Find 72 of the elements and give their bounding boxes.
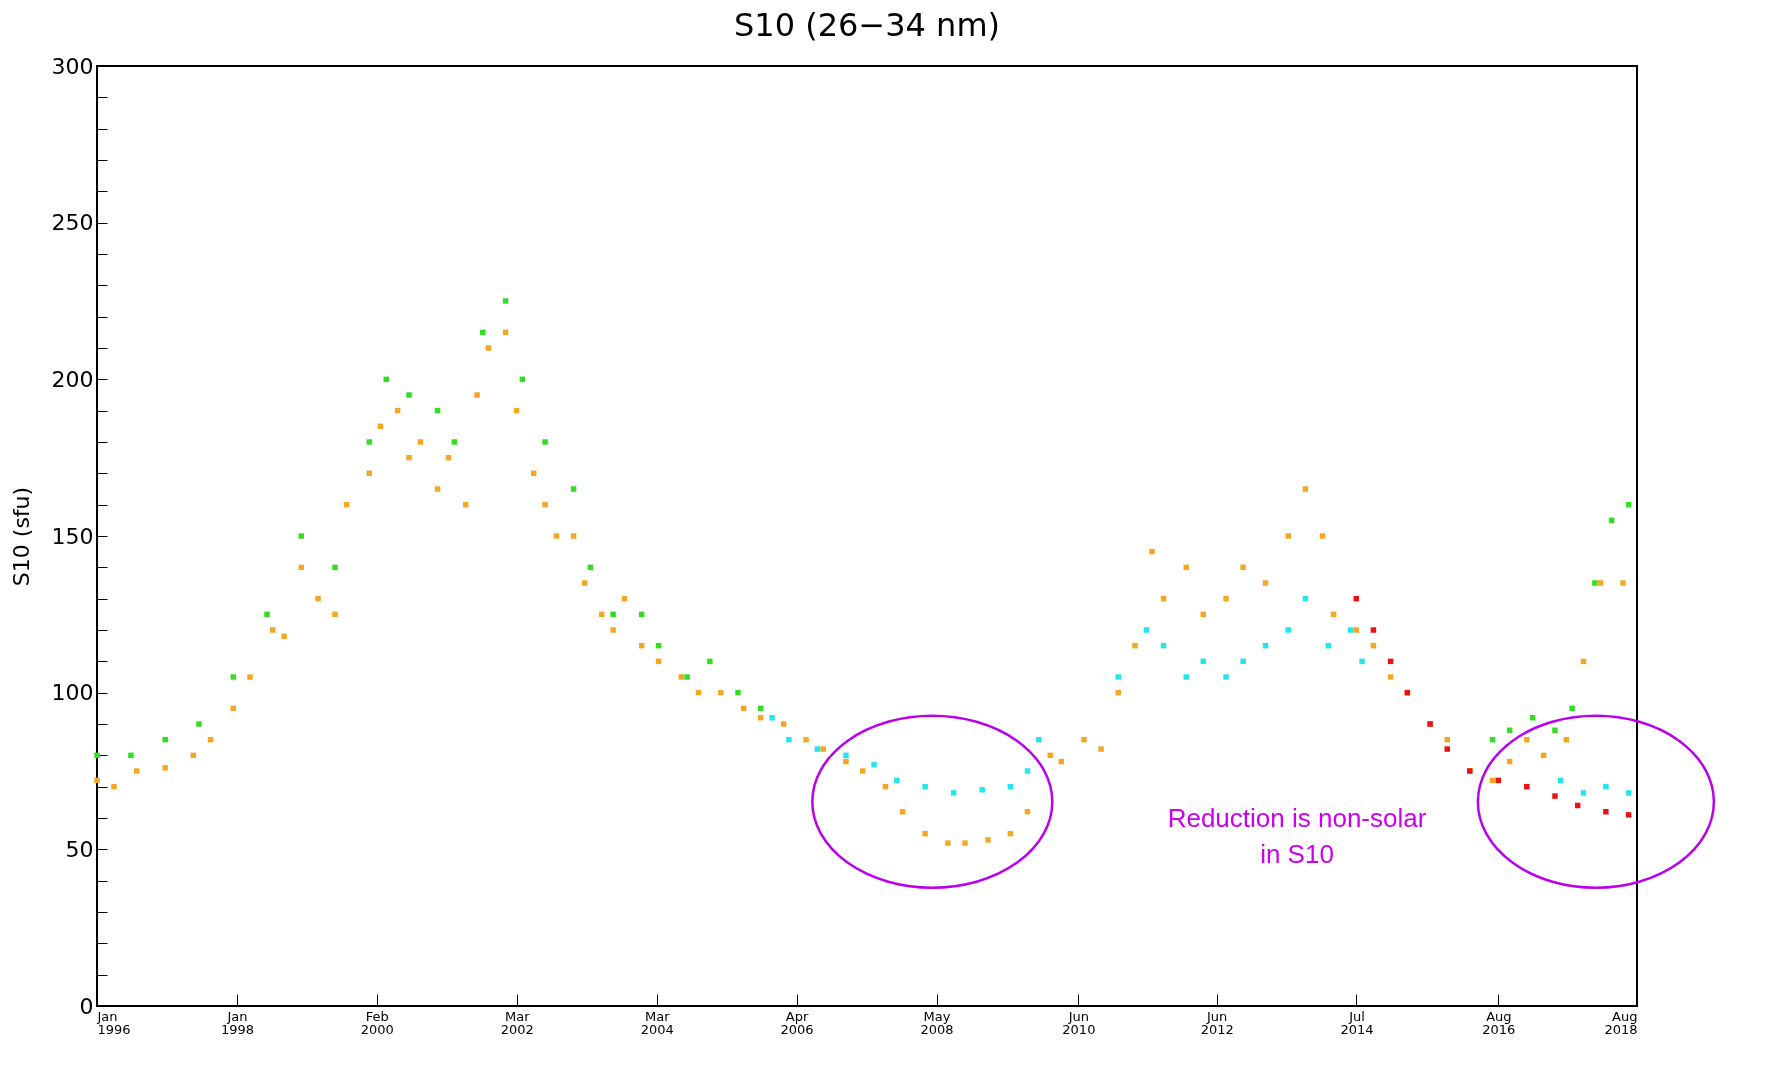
x-tick-label: Jan 1998 bbox=[220, 1008, 255, 1037]
point bbox=[979, 787, 985, 793]
point bbox=[128, 752, 134, 759]
point bbox=[786, 736, 792, 743]
point bbox=[684, 674, 690, 680]
x-tick-label: May 2008 bbox=[920, 1008, 954, 1037]
point bbox=[480, 329, 486, 336]
point bbox=[366, 439, 373, 445]
point bbox=[94, 752, 100, 759]
x-tick-label: Feb 2000 bbox=[360, 1008, 394, 1037]
point bbox=[922, 783, 928, 790]
chart-title: S10 (26−34 nm) bbox=[733, 6, 1001, 44]
y-tick-label: 150 bbox=[51, 523, 94, 549]
point bbox=[950, 790, 957, 796]
point bbox=[264, 611, 270, 618]
x-tick-label: Jan 1996 bbox=[96, 1008, 131, 1037]
y-axis-title: S10 (sfu) bbox=[8, 486, 34, 587]
point bbox=[1603, 783, 1609, 790]
x-tick-label: Mar 2004 bbox=[640, 1008, 674, 1037]
x-tick-label: Jun 2010 bbox=[1062, 1008, 1096, 1037]
x-tick-label: Aug 2018 bbox=[1604, 1008, 1638, 1037]
point bbox=[332, 564, 338, 571]
point bbox=[1036, 736, 1042, 743]
point bbox=[1625, 812, 1632, 818]
x-tick-label: Aug 2016 bbox=[1482, 1008, 1516, 1037]
point bbox=[1524, 783, 1530, 790]
point bbox=[1603, 808, 1609, 815]
point bbox=[1347, 627, 1354, 633]
x-tick-label: Jun 2012 bbox=[1200, 1008, 1234, 1037]
y-tick-label: 50 bbox=[65, 836, 94, 862]
point bbox=[814, 746, 821, 752]
point bbox=[502, 298, 509, 304]
y-tick-label: 200 bbox=[51, 366, 94, 392]
y-tick-label: 250 bbox=[51, 210, 94, 236]
point bbox=[894, 777, 900, 784]
point bbox=[1359, 658, 1365, 665]
point bbox=[1625, 790, 1632, 796]
point bbox=[162, 736, 168, 743]
point bbox=[1024, 768, 1031, 774]
y-tick-label: 0 bbox=[79, 993, 94, 1019]
point bbox=[230, 674, 236, 680]
point bbox=[1223, 674, 1229, 680]
point bbox=[1552, 727, 1558, 733]
point bbox=[843, 752, 849, 759]
point bbox=[610, 611, 616, 618]
point bbox=[707, 658, 713, 665]
point bbox=[1592, 580, 1598, 586]
point bbox=[1444, 746, 1450, 752]
point bbox=[1370, 627, 1377, 633]
point bbox=[406, 392, 412, 398]
point bbox=[1240, 658, 1246, 665]
point bbox=[196, 721, 202, 727]
point bbox=[1183, 674, 1190, 680]
x-tick-label: Apr 2006 bbox=[780, 1008, 814, 1037]
point bbox=[769, 714, 775, 721]
point bbox=[1580, 790, 1587, 796]
point bbox=[451, 439, 458, 445]
y-tick-label: 100 bbox=[51, 680, 94, 706]
x-tick-label: Mar 2002 bbox=[500, 1008, 534, 1037]
y-tick-label: 300 bbox=[51, 53, 94, 79]
point bbox=[298, 533, 305, 539]
point bbox=[1552, 793, 1558, 799]
annotation: Reduction is non-solar in S10 bbox=[1167, 803, 1427, 869]
point bbox=[1143, 627, 1150, 633]
point bbox=[1569, 705, 1575, 712]
point bbox=[1285, 627, 1291, 633]
point bbox=[735, 689, 741, 696]
point bbox=[542, 439, 548, 445]
point bbox=[1115, 674, 1121, 680]
point bbox=[871, 761, 877, 768]
x-tick-label: Jul 2014 bbox=[1340, 1008, 1374, 1037]
point bbox=[570, 486, 577, 492]
